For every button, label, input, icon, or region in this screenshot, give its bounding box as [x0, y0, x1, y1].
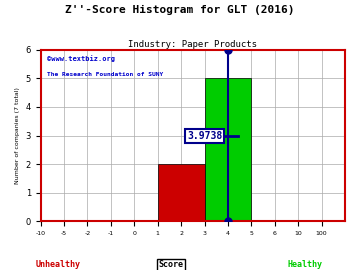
- Text: Z''-Score Histogram for GLT (2016): Z''-Score Histogram for GLT (2016): [65, 5, 295, 15]
- Text: Healthy: Healthy: [288, 260, 323, 269]
- Title: Industry: Paper Products: Industry: Paper Products: [128, 40, 257, 49]
- Text: Unhealthy: Unhealthy: [36, 260, 81, 269]
- Text: Score: Score: [158, 260, 183, 269]
- Bar: [158, 164, 204, 221]
- Text: ©www.textbiz.org: ©www.textbiz.org: [47, 55, 115, 62]
- Y-axis label: Number of companies (7 total): Number of companies (7 total): [15, 87, 20, 184]
- Bar: [204, 78, 251, 221]
- Text: The Research Foundation of SUNY: The Research Foundation of SUNY: [47, 72, 163, 77]
- Text: 3.9738: 3.9738: [187, 131, 222, 141]
